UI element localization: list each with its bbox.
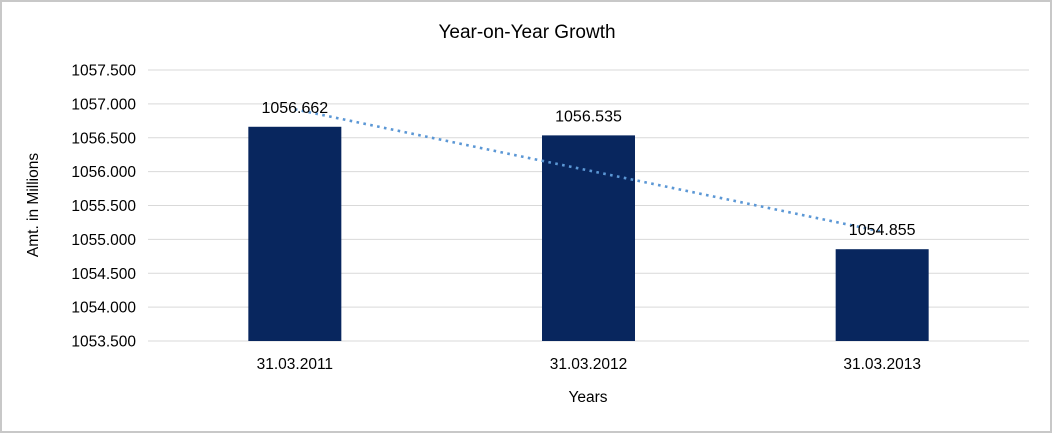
- x-axis-title: Years: [568, 389, 607, 406]
- data-labels-group: 1056.662 1056.535 1054.855: [261, 100, 915, 239]
- x-category-label: 31.03.2012: [550, 356, 628, 373]
- bar-data-label: 1054.855: [849, 222, 916, 239]
- bars-group: [248, 126, 929, 341]
- y-axis-tick-label: 1053.500: [71, 334, 136, 351]
- trendline-group: [294, 107, 883, 233]
- y-axis-tick-label: 1054.000: [71, 300, 136, 317]
- x-category-label: 31.03.2011: [257, 356, 333, 373]
- y-axis-tick-label: 1054.500: [71, 266, 136, 283]
- y-axis-tick-label: 1056.000: [71, 164, 136, 181]
- y-axis-tick-label: 1055.000: [71, 232, 136, 249]
- y-axis-tick-label: 1056.500: [71, 130, 136, 147]
- y-tick-labels-group: 1053.500 1054.000 1054.500 1055.000 1055.500…: [71, 63, 136, 351]
- y-axis-tick-label: 1057.500: [71, 63, 136, 80]
- bar: [835, 249, 929, 341]
- bar: [248, 126, 342, 341]
- chart-title: Year-on-Year Growth: [438, 22, 615, 43]
- category-labels-group: 31.03.2011 31.03.2012 31.03.2013: [257, 356, 921, 373]
- bar: [542, 135, 635, 341]
- bar-data-label: 1056.662: [261, 100, 328, 117]
- x-category-label: 31.03.2013: [843, 356, 921, 373]
- y-axis-title: Amt. in Millions: [25, 153, 42, 257]
- trendline: [294, 107, 883, 233]
- bar-data-label: 1056.535: [555, 108, 622, 125]
- y-axis-tick-label: 1057.000: [71, 96, 136, 113]
- y-axis-tick-label: 1055.500: [71, 198, 136, 215]
